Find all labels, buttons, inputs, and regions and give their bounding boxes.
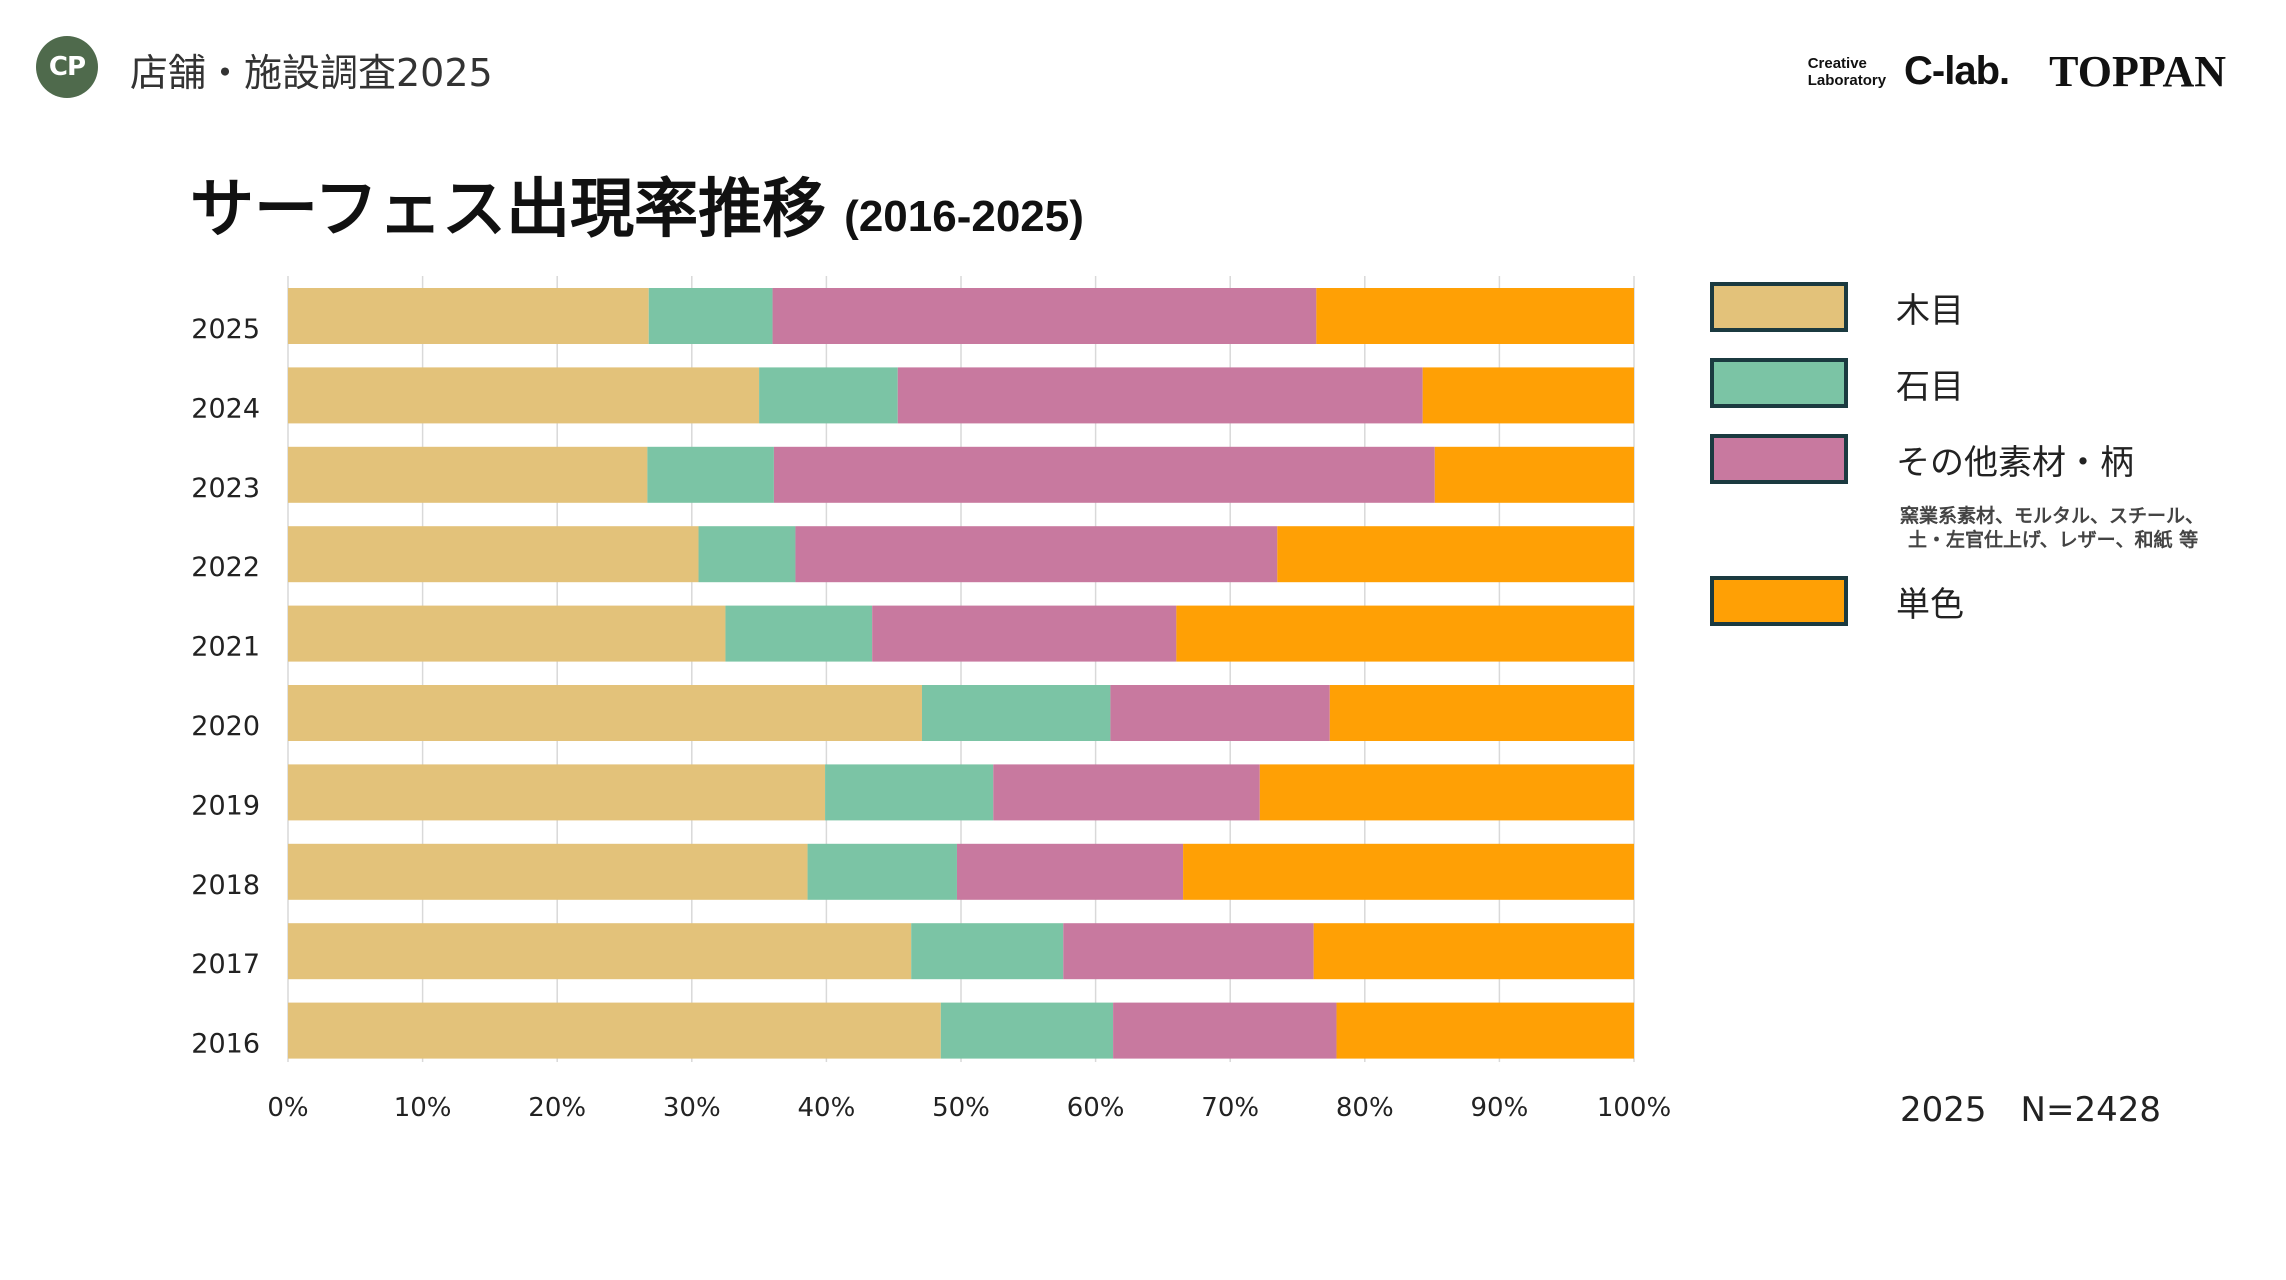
toppan-logo: TOPPAN (2049, 47, 2226, 96)
bar-segment-2023-2 (773, 446, 1435, 503)
bar-segment-2020-1 (921, 685, 1111, 741)
legend-item-solid: 単色 (1710, 576, 1964, 626)
bar-segment-2019-2 (993, 764, 1260, 821)
legend-swatch-wood (1710, 282, 1848, 332)
bar-segment-2023-0 (288, 446, 648, 503)
bar-segment-2016-2 (1113, 1002, 1337, 1059)
bar-segment-2017-1 (911, 923, 1064, 980)
legend-label-stone: 石目 (1896, 366, 1964, 407)
legend-note-line1: 窯業系素材、モルタル、スチール、 (1900, 505, 2205, 527)
bar-segment-2022-2 (795, 526, 1278, 583)
brand-logos: Creative Laboratory C-lab. TOPPAN (1808, 46, 2226, 97)
category-label-2024: 2024 (191, 393, 260, 424)
x-tick-label: 50% (932, 1093, 990, 1123)
x-tick-label: 90% (1471, 1093, 1529, 1123)
category-label-2025: 2025 (191, 314, 260, 345)
category-label-2016: 2016 (191, 1029, 260, 1060)
x-tick-label: 30% (663, 1093, 721, 1123)
chart-title: サーフェス出現率推移 (2016-2025) (190, 158, 1084, 250)
bar-segment-2018-2 (956, 843, 1184, 900)
brand-sub-line1: Creative (1807, 54, 1867, 72)
legend-note-line2: 土・左官仕上げ、レザー、和紙 等 (1908, 529, 2199, 551)
bar-segment-2024-1 (759, 367, 898, 424)
page-header-title: 店舗・施設調査2025 (130, 51, 493, 95)
sample-size-label: 2025 N=2428 (1900, 1090, 2161, 1130)
bar-segment-2025-3 (1316, 288, 1634, 344)
bar-segment-2023-3 (1434, 446, 1634, 503)
bar-segment-2017-0 (288, 923, 912, 980)
bar-segment-2016-0 (288, 1002, 941, 1059)
legend-label-other: その他素材・柄 (1896, 442, 2134, 483)
bar-segment-2024-2 (897, 367, 1423, 424)
bar-segment-2016-3 (1336, 1002, 1634, 1059)
legend-label-solid: 単色 (1896, 584, 1964, 625)
bar-segment-2019-1 (825, 764, 994, 821)
bar-segment-2018-3 (1183, 843, 1634, 900)
category-label-2022: 2022 (191, 552, 260, 583)
bar-segment-2019-0 (288, 764, 826, 821)
bar-segment-2023-1 (647, 446, 774, 503)
bar-segment-2017-3 (1313, 923, 1634, 980)
x-tick-label: 80% (1336, 1093, 1394, 1123)
bar-segment-2022-1 (698, 526, 796, 583)
bar-segment-2022-0 (288, 526, 699, 583)
category-label-2017: 2017 (191, 949, 260, 980)
legend-item-stone: 石目 (1710, 358, 1964, 408)
bar-segment-2019-3 (1259, 764, 1634, 821)
bar-segment-2021-3 (1176, 605, 1634, 662)
bar-segment-2021-2 (872, 605, 1177, 662)
x-tick-label: 70% (1201, 1093, 1259, 1123)
bar-segment-2025-1 (648, 288, 773, 344)
bar-segment-2021-1 (725, 605, 873, 662)
brand-sub-line2: Laboratory (1807, 71, 1887, 89)
x-tick-label: 100% (1597, 1093, 1671, 1123)
bar-segment-2020-2 (1110, 685, 1330, 741)
bar-segment-2024-0 (288, 367, 760, 424)
legend-item-other: その他素材・柄 (1710, 434, 2134, 484)
category-labels: 2025 2024 2023 2022 2021 2020 2019 2018 2017 2016 (191, 314, 260, 1060)
category-label-2021: 2021 (191, 632, 260, 663)
x-tick-label: 20% (528, 1093, 586, 1123)
category-label-2018: 2018 (191, 870, 260, 901)
x-tick-label: 60% (1067, 1093, 1125, 1123)
bar-segment-2025-0 (288, 288, 649, 344)
legend-item-wood: 木目 (1710, 282, 1964, 332)
legend-note: 窯業系素材、モルタル、スチール、 土・左官仕上げ、レザー、和紙 等 (1900, 504, 2204, 552)
bar-segment-2021-0 (288, 605, 726, 662)
bar-segment-2025-2 (772, 288, 1317, 344)
bar-segment-2022-3 (1277, 526, 1634, 583)
category-label-2020: 2020 (191, 711, 260, 742)
bar-segment-2017-2 (1063, 923, 1314, 980)
bar-segment-2016-1 (940, 1002, 1114, 1059)
x-tick-label: 10% (394, 1093, 452, 1123)
bars (288, 288, 1634, 1059)
bar-segment-2020-0 (288, 685, 922, 741)
creative-laboratory-label: Creative Laboratory (1808, 55, 1886, 89)
bar-segment-2024-3 (1422, 367, 1634, 424)
legend-swatch-solid (1710, 576, 1848, 626)
cp-logo-icon: CP (36, 36, 98, 98)
chart-title-main: サーフェス出現率推移 (190, 173, 827, 247)
bar-segment-2018-0 (288, 843, 808, 900)
legend-label-wood: 木目 (1896, 290, 1964, 331)
category-label-2023: 2023 (191, 473, 260, 504)
chart-title-sub: (2016-2025) (844, 192, 1084, 241)
x-tick-label: 40% (798, 1093, 856, 1123)
x-tick-labels: 0% 10% 20% 30% 40% 50% 60% 70% 80% 90% 100% (267, 1093, 1671, 1123)
legend-swatch-stone (1710, 358, 1848, 408)
category-label-2019: 2019 (191, 790, 260, 821)
x-tick-label: 0% (267, 1093, 308, 1123)
bar-segment-2020-3 (1329, 685, 1634, 741)
bar-segment-2018-1 (807, 843, 957, 900)
legend-swatch-other (1710, 434, 1848, 484)
clab-logo: C-lab. (1904, 49, 2010, 93)
